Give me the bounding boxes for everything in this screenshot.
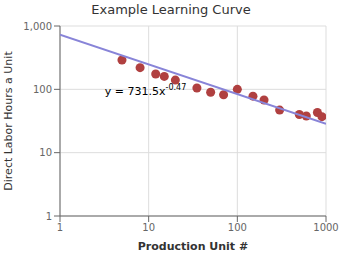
svg-text:10: 10 bbox=[39, 147, 52, 158]
svg-text:100: 100 bbox=[33, 84, 52, 95]
svg-text:1,000: 1,000 bbox=[23, 21, 52, 32]
svg-text:10: 10 bbox=[142, 222, 155, 233]
svg-text:Production Unit #: Production Unit # bbox=[138, 240, 248, 253]
html-text:Example Learning Curve: Example Learning Curve bbox=[91, 2, 251, 17]
svg-text:y = 731.5x-0.47: y = 731.5x-0.47 bbox=[105, 83, 186, 98]
svg-text:1: 1 bbox=[46, 211, 52, 222]
svg-text:1000: 1000 bbox=[313, 222, 334, 233]
svg-text:100: 100 bbox=[228, 222, 247, 233]
svg-text:1: 1 bbox=[57, 222, 63, 233]
svg-text:Direct Labor Hours a Unit: Direct Labor Hours a Unit bbox=[8, 51, 15, 191]
